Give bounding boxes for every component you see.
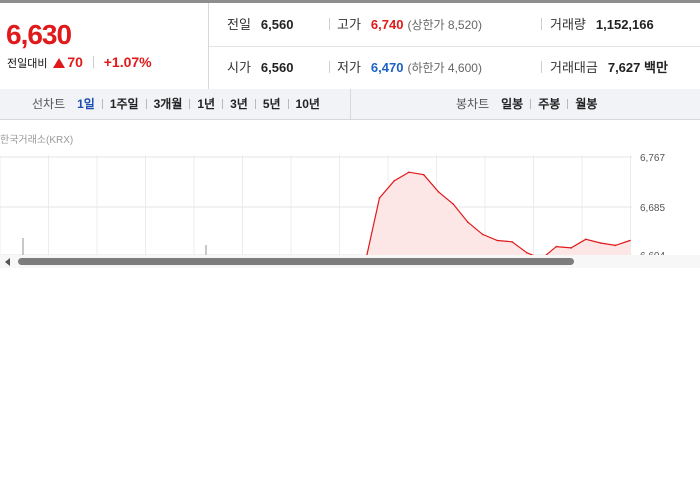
up-triangle-icon	[53, 58, 66, 68]
lower-limit: (하한가 4,600)	[407, 61, 482, 75]
open-cell: 시가 6,560	[227, 46, 293, 89]
change-row: 전일대비 70 +1.07%	[7, 54, 152, 71]
price-point	[585, 238, 587, 241]
divider	[287, 99, 289, 109]
line-chart-tabs-panel: 선차트 1일 1주일 3개월 1년 3년 5년 10년	[0, 89, 351, 119]
high-label: 고가	[337, 17, 361, 32]
open-value: 6,560	[260, 60, 294, 75]
divider	[567, 99, 569, 109]
divider	[329, 61, 330, 73]
divider	[222, 99, 224, 109]
divider	[101, 99, 103, 109]
tab-5year[interactable]: 5년	[262, 97, 281, 111]
price-point	[629, 239, 631, 242]
high-value: 6,740	[370, 17, 404, 32]
volume-label: 거래량	[550, 17, 586, 32]
price-point	[437, 191, 440, 193]
price-point	[467, 221, 469, 223]
high-cell: 고가 6,740 (상한가 8,520)	[337, 3, 482, 46]
top-border	[0, 0, 700, 3]
divider	[541, 61, 542, 73]
upper-limit: (상한가 8,520)	[407, 18, 482, 32]
amount-label: 거래대금	[550, 60, 598, 75]
low-value: 6,470	[370, 60, 404, 75]
quote-panel: 6,630 전일대비 70 +1.07% 전일 6,560 고가 6,740 (상한가…	[0, 3, 700, 90]
divider	[189, 99, 191, 109]
low-label: 저가	[337, 60, 361, 75]
quote-row-2: 시가 6,560 저가 6,470 (하한가 4,600) 거래대금 7,627 백만	[209, 46, 700, 89]
y-tick-label: 6,767	[640, 153, 665, 164]
tab-10year[interactable]: 10년	[295, 97, 320, 111]
price-point	[422, 173, 425, 176]
change-percent: +1.07%	[103, 54, 152, 70]
line-chart-label: 선차트	[32, 97, 66, 111]
candle-chart-tabs: 봉차트 일봉 주봉 월봉	[456, 89, 597, 119]
low-cell: 저가 6,470 (하한가 4,600)	[337, 46, 482, 89]
change-value: 70	[67, 54, 83, 70]
divider	[530, 99, 532, 109]
open-label: 시가	[227, 60, 251, 75]
quote-row-1: 전일 6,560 고가 6,740 (상한가 8,520) 거래량 1,152,166	[209, 3, 700, 47]
data-source-label: 한국거래소(KRX)	[0, 135, 74, 146]
change-label: 전일대비	[7, 58, 48, 70]
tab-1week[interactable]: 1주일	[109, 97, 139, 111]
tab-1year[interactable]: 1년	[197, 97, 216, 111]
tab-monthly-candle[interactable]: 월봉	[575, 97, 598, 111]
scroll-left-icon[interactable]	[5, 258, 10, 266]
price-point	[496, 239, 499, 242]
tab-3month[interactable]: 3개월	[153, 97, 183, 111]
price-point	[570, 247, 572, 249]
tab-1day[interactable]: 1일	[77, 97, 95, 111]
line-chart-tabs: 선차트 1일 1주일 3개월 1년 3년 5년 10년	[32, 89, 320, 119]
candle-chart-label: 봉차트	[456, 97, 490, 111]
price-point	[393, 180, 396, 182]
volume-cell: 거래량 1,152,166	[550, 3, 654, 46]
price-point	[481, 233, 484, 236]
divider	[145, 99, 147, 109]
price-point	[614, 244, 617, 247]
price-point	[408, 171, 410, 173]
price-line	[349, 171, 631, 275]
scrollbar-thumb[interactable]	[18, 258, 574, 265]
price-point	[555, 245, 558, 248]
divider	[329, 18, 330, 30]
price-point	[599, 242, 602, 244]
prev-close-label: 전일	[227, 17, 251, 32]
amount-cell: 거래대금 7,627 백만	[550, 46, 668, 89]
price-point	[511, 241, 513, 243]
price-point	[452, 203, 455, 205]
volume-value: 1,152,166	[595, 17, 654, 32]
volume-bar	[22, 238, 24, 268]
prev-close-cell: 전일 6,560	[227, 3, 293, 46]
tab-daily-candle[interactable]: 일봉	[501, 97, 524, 111]
current-price-box: 6,630 전일대비 70 +1.07%	[0, 3, 209, 89]
price-point	[526, 251, 528, 254]
tab-weekly-candle[interactable]: 주봉	[538, 97, 561, 111]
price-point	[378, 197, 381, 199]
divider	[254, 99, 256, 109]
current-price: 6,630	[6, 19, 72, 50]
divider	[541, 18, 542, 30]
price-area	[350, 172, 630, 275]
chart-scrollbar[interactable]	[0, 255, 700, 268]
divider	[92, 56, 94, 68]
tab-3year[interactable]: 3년	[230, 97, 248, 111]
y-tick-label: 6,685	[640, 203, 665, 214]
prev-close-value: 6,560	[260, 17, 294, 32]
chart-tabs-bar: 선차트 1일 1주일 3개월 1년 3년 5년 10년 봉차트 일봉 주봉 월봉	[0, 89, 700, 120]
amount-value: 7,627 백만	[607, 60, 668, 75]
